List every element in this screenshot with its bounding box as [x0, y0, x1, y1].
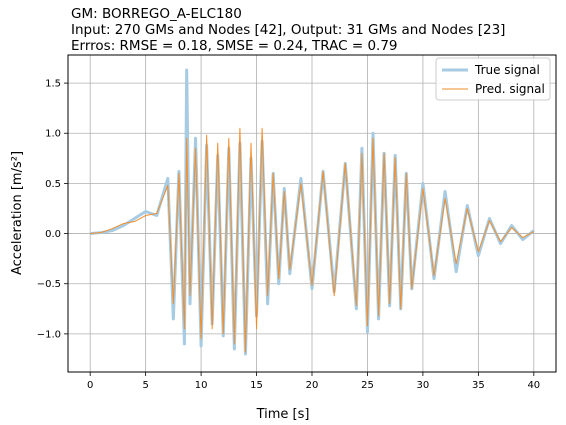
- x-axis-label: Time [s]: [256, 407, 310, 422]
- y-tick-label: −1.0: [37, 329, 61, 340]
- y-tick-label: 1.5: [45, 79, 61, 90]
- x-axis-ticks: 0 5 10 15 20 25 30 35 40: [87, 372, 540, 391]
- legend: True signal Pred. signal: [435, 57, 551, 101]
- y-tick-label: 0.5: [45, 179, 61, 190]
- chart-title-line-2: Input: 270 GMs and Nodes [42], Output: 3…: [71, 22, 506, 38]
- y-tick-label: −0.5: [37, 279, 61, 290]
- series-pred-signal: [90, 127, 535, 353]
- x-tick-label: 0: [87, 380, 93, 391]
- x-tick-label: 35: [472, 380, 485, 391]
- y-axis-ticks: −1.0 −0.5 0.0 0.5 1.0 1.5: [37, 79, 68, 340]
- y-axis-label: Acceleration [m/s²]: [10, 151, 25, 275]
- x-tick-label: 10: [195, 380, 208, 391]
- grid-lines: [68, 55, 556, 372]
- legend-label-pred-signal: Pred. signal: [475, 82, 545, 96]
- x-tick-label: 20: [306, 380, 319, 391]
- y-tick-label: 0.0: [45, 229, 61, 240]
- x-tick-label: 5: [142, 380, 148, 391]
- x-tick-label: 40: [527, 380, 540, 391]
- x-tick-label: 25: [361, 380, 374, 391]
- legend-label-true-signal: True signal: [474, 63, 540, 77]
- chart-title-line-3: Errros: RMSE = 0.18, SMSE = 0.24, TRAC =…: [71, 38, 398, 54]
- x-tick-label: 30: [417, 380, 430, 391]
- x-tick-label: 15: [250, 380, 263, 391]
- series-layer: [90, 68, 535, 356]
- y-tick-label: 1.0: [45, 129, 61, 140]
- chart-title-line-1: GM: BORREGO_A-ELC180: [71, 6, 242, 22]
